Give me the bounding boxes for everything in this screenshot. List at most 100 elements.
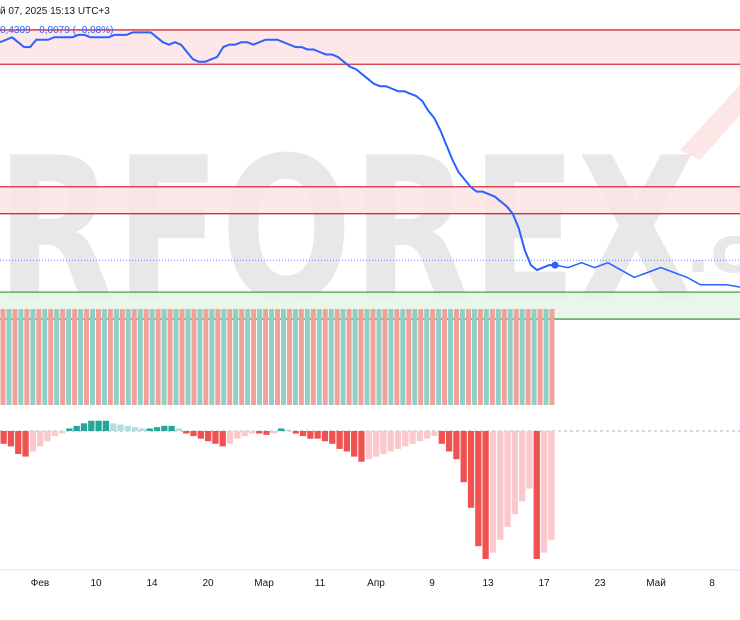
histogram-bar (445, 431, 453, 452)
histogram-bar (29, 431, 37, 452)
histogram-bar (212, 431, 219, 444)
histogram-bar (117, 424, 124, 431)
histogram-bar (183, 431, 190, 434)
histogram-bar (102, 420, 110, 431)
volume-bar (173, 309, 179, 405)
resistance-zone-2 (0, 186, 740, 214)
volume-bar (448, 309, 454, 405)
volume-bar (316, 309, 322, 405)
volume-bar (131, 309, 137, 405)
histogram-layer (0, 420, 740, 559)
volume-bar (531, 309, 537, 405)
volume-bar (143, 309, 149, 405)
x-tick-label: 9 (429, 578, 435, 589)
volume-bar (525, 309, 531, 405)
volume-bar (233, 309, 239, 405)
volume-bar (149, 309, 155, 405)
volume-bar (286, 309, 292, 405)
volume-bar (280, 309, 286, 405)
x-tick-label: 14 (146, 578, 158, 589)
volume-bar (292, 309, 298, 405)
volume-bar (125, 309, 131, 405)
volume-bar (442, 309, 448, 405)
volume-bar (54, 309, 60, 405)
x-tick-label: Май (646, 578, 666, 589)
histogram-bar (15, 431, 22, 455)
volume-bar (298, 309, 304, 405)
volume-bar (304, 309, 310, 405)
histogram-bar (278, 428, 285, 431)
histogram-bar (219, 431, 226, 447)
histogram-bar (482, 431, 489, 559)
x-tick-label: Апр (367, 578, 385, 589)
volume-bar (507, 309, 513, 405)
histogram-bar (256, 431, 263, 434)
volume-bar (167, 309, 173, 405)
volume-bar (113, 309, 119, 405)
histogram-bar (190, 431, 197, 437)
volume-bar (346, 309, 352, 405)
volume-bar (179, 309, 185, 405)
histogram-bar (161, 425, 168, 431)
histogram-bar (380, 431, 387, 455)
volume-bar (197, 309, 203, 405)
volume-bar (209, 309, 215, 405)
histogram-bar (453, 431, 460, 460)
histogram-bar (95, 420, 102, 431)
histogram-bar (270, 431, 277, 434)
chart-datetime: й 07, 2025 15:13 UTC+3 (0, 6, 110, 17)
histogram-bar (7, 431, 15, 447)
volume-bar (263, 309, 269, 405)
volume-bar (269, 309, 275, 405)
volume-bar (370, 309, 376, 405)
histogram-bar (131, 427, 139, 431)
volume-bar (251, 309, 257, 405)
histogram-bar (336, 431, 343, 449)
volume-bar (310, 309, 316, 405)
volume-bar (12, 309, 18, 405)
x-tick-label: 10 (90, 578, 102, 589)
volume-bar (436, 309, 442, 405)
x-tick-label: Фев (31, 578, 49, 589)
volume-bar (24, 309, 30, 405)
histogram-bar (66, 428, 73, 431)
histogram-bar (204, 431, 212, 442)
histogram-bar (51, 431, 58, 437)
last-price-point (551, 261, 559, 269)
volume-bar (72, 309, 78, 405)
histogram-bar (533, 431, 540, 559)
histogram-bar (139, 428, 146, 431)
volume-bar (191, 309, 197, 405)
volume-bar (477, 309, 483, 405)
volume-bar (322, 309, 328, 405)
histogram-bar (548, 431, 555, 540)
volume-bar (90, 309, 95, 405)
volume-bar (412, 309, 418, 405)
histogram-bar (175, 428, 183, 431)
histogram-bar (321, 431, 329, 442)
volume-bar (424, 309, 430, 405)
watermark-arrow (680, 85, 740, 160)
volume-bar (382, 309, 388, 405)
volume-bar (549, 309, 555, 405)
volume-bar (6, 309, 12, 405)
histogram-bar (44, 431, 51, 442)
volume-bar (215, 309, 221, 405)
volume-bar (18, 309, 24, 405)
volume-bar (376, 309, 382, 405)
volume-bar (36, 309, 42, 405)
volume-bar (352, 309, 358, 405)
histogram-bar (234, 431, 241, 439)
chart-quote: 0,4309 −0,0079 (−0,08%) (0, 25, 113, 36)
volume-bar (543, 309, 549, 405)
histogram-bar (146, 428, 153, 431)
x-tick-label: 11 (315, 578, 326, 589)
histogram-bar (88, 420, 95, 431)
volume-bar (78, 309, 84, 405)
volume-bar (394, 309, 400, 405)
histogram-bar (416, 431, 424, 442)
x-tick-label: 23 (594, 578, 606, 589)
volume-bar (460, 309, 465, 405)
volume-bar (471, 309, 477, 405)
histogram-bar (343, 431, 351, 452)
